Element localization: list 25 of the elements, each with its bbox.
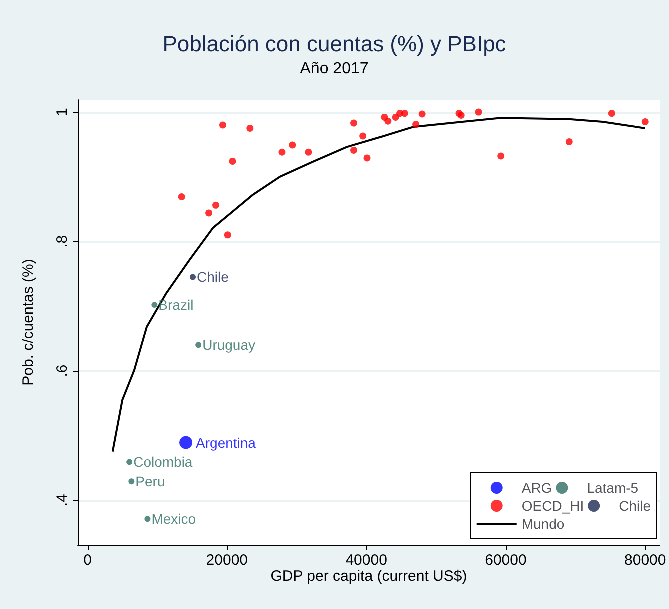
y-axis-title: Pob. c/cuentas (%) <box>20 259 37 386</box>
x-tick-label: 40000 <box>346 552 388 569</box>
annotation: Mexico <box>152 511 196 528</box>
y-tick-label: 1 <box>54 108 71 116</box>
chart-title: Población con cuentas (%) y PBIpc <box>162 32 506 56</box>
x-tick-label: 20000 <box>206 552 248 569</box>
legend-label: OECD_HI <box>522 498 584 514</box>
legend-label: Mundo <box>522 516 565 532</box>
legend-label: Chile <box>619 498 652 514</box>
x-tick-label: 0 <box>84 552 92 569</box>
annotation: Argentina <box>196 434 256 451</box>
chart-subtitle: Año 2017 <box>300 60 369 78</box>
annotation: Peru <box>136 474 166 490</box>
annotation: Brazil <box>158 297 194 314</box>
y-tick-label: .8 <box>54 235 71 248</box>
annotation: Colombia <box>134 454 193 470</box>
x-tick-label: 60000 <box>485 552 527 569</box>
legend-label: Latam-5 <box>587 480 639 496</box>
y-tick-label: .6 <box>54 364 71 378</box>
annotation: Chile <box>197 269 230 286</box>
x-tick-label: 80000 <box>624 552 666 569</box>
legend-label: ARG <box>522 480 552 496</box>
y-tick-label: .4 <box>54 494 71 507</box>
x-axis-title: GDP per capita (current US$) <box>270 568 468 585</box>
annotation: Uruguay <box>202 337 256 354</box>
